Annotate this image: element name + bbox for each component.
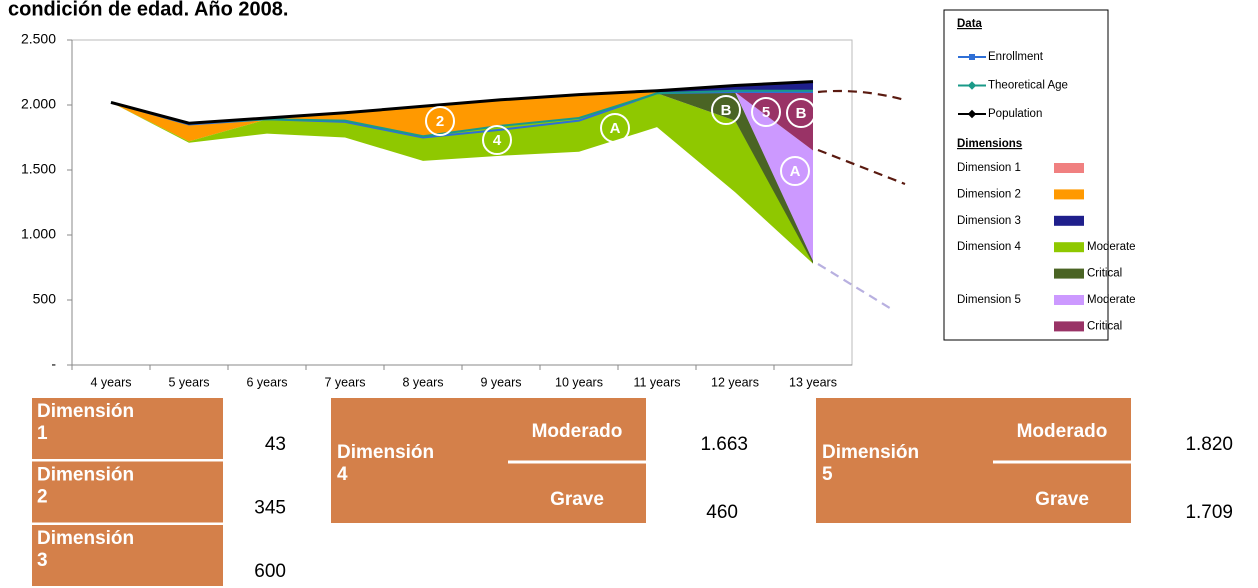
annotations: 2 4 A B 5 B A [425,95,816,186]
y-tick-label: 1.000 [21,226,56,242]
legend-marker [969,54,975,60]
x-tick-label: 9 years [481,375,522,389]
table-value: 600 [254,561,286,582]
areas [111,81,813,264]
legend-swatch [1054,242,1084,253]
annotation-circle [780,156,810,186]
x-tick-label: 7 years [325,375,366,389]
annotation: 2 [436,113,444,130]
x-tick-label: 8 years [403,375,444,389]
x-tick-label: 4 years [91,375,132,389]
legend: Enrollment Theoretical Age Population Dimen… [957,51,1136,332]
annotation-circle [425,106,455,136]
annotation-circle [711,95,741,125]
annotation: 4 [493,132,502,149]
x-tick-label: 12 years [711,375,759,389]
line [110,80,814,125]
annotation: B [796,105,807,122]
annotation-circle [600,113,630,143]
table-value: 460 [706,502,738,523]
table-value: 1.820 [1185,434,1233,455]
x-tick-label: 10 years [555,375,603,389]
legend-title: Dimensions [957,138,1022,150]
projection [817,148,906,186]
area [111,90,657,142]
legend-label: Enrollment [988,51,1044,63]
table-cell [32,525,223,586]
legend-swatch [1054,268,1084,279]
legend-swatch [1054,189,1084,200]
cell-label: Dimensión 4 [337,442,434,485]
projection [817,89,906,102]
projection [817,263,894,311]
chart-title: condición de edad. Año 2008. [8,0,288,20]
table-cell [32,461,223,523]
cell-label: Dimensión 1 [37,401,134,444]
tables: Dimensión 1 43 Dimensión 2 345 Dimensión 3 600 Di… [32,398,1233,586]
annotation-circle [482,125,512,155]
legend-title: Data [957,18,983,30]
y-tick-label: 2.500 [21,31,56,47]
y-tick-label: 500 [33,291,57,307]
cell-label: Dimensión 3 [37,528,134,571]
x-tick-label: 5 years [169,375,210,389]
legend-label: Population [988,108,1042,120]
cell-label: Grave [1035,489,1089,510]
table-value: 1.709 [1185,502,1233,523]
legend-swatch [1054,295,1084,305]
legend-label: Moderate [1087,241,1136,253]
table-value: 43 [265,434,286,455]
area [735,92,813,261]
x-tick-label: 13 years [789,375,837,389]
legend-label: Moderate [1087,294,1136,306]
annotation: B [721,102,732,119]
annotation: A [610,120,621,137]
y-tick-label: 1.500 [21,161,56,177]
legend-box [943,9,1109,341]
table-value: 1.663 [700,434,748,455]
legend-label: Critical [1087,320,1122,332]
legend-label: Dimension 1 [957,162,1021,174]
legend-label: Dimension 4 [957,241,1022,253]
legend-swatch [1054,215,1084,226]
cell-label: Grave [550,489,604,510]
y-tick-label: 2.000 [21,96,56,112]
y-tick-label: - [51,356,56,372]
cell-label: Dimensión 2 [37,465,134,508]
legend-swatch [1054,163,1084,173]
x-tick-label: 11 years [633,375,680,389]
legend-swatch [1054,321,1084,332]
legend-label: Theoretical Age [988,80,1068,92]
lines [110,80,814,139]
x-tick-label: 6 years [247,375,288,389]
table-cell [32,398,223,459]
legend-label: Critical [1087,268,1122,280]
annotation-circle [751,97,781,127]
legend-label: Dimension 2 [957,188,1021,200]
cell-label: Dimensión 5 [822,442,919,485]
cell-label: Moderado [1017,421,1108,442]
legend-label: Dimension 5 [957,294,1021,306]
table-value: 345 [254,498,286,519]
annotation-circle [786,98,816,128]
annotation: A [790,163,801,180]
annotation: 5 [762,104,770,121]
legend-label: Dimension 3 [957,215,1021,227]
projections [817,89,906,311]
cell-label: Moderado [532,421,623,442]
